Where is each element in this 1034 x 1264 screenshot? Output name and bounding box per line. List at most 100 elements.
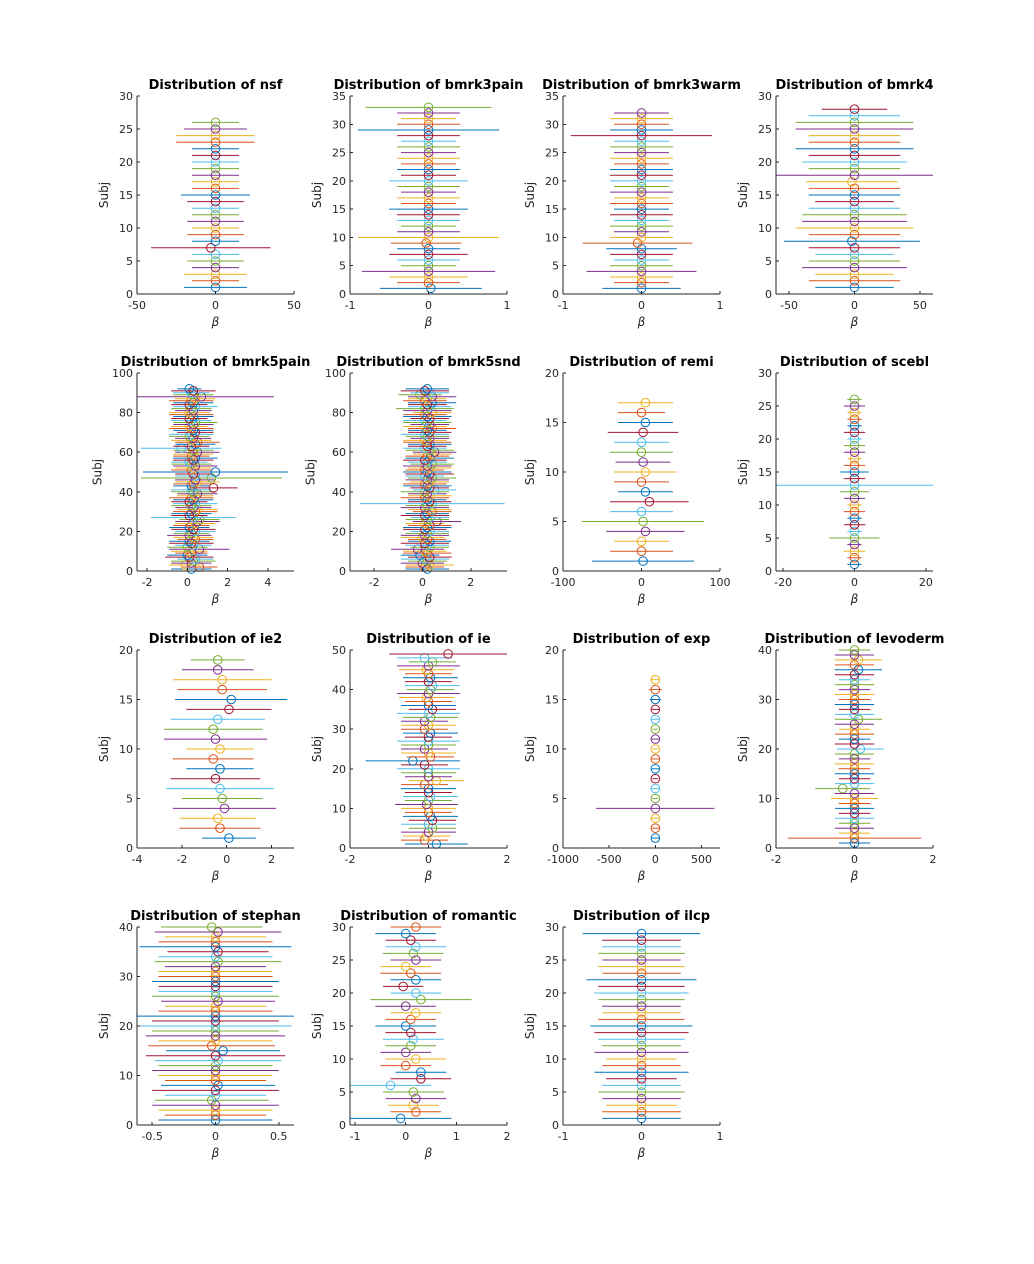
data-point	[210, 137, 221, 147]
data-point	[636, 981, 647, 992]
data-point	[849, 500, 860, 510]
data-point	[210, 269, 221, 280]
data-point	[426, 283, 436, 294]
data-point	[210, 236, 221, 246]
data-point	[423, 130, 434, 141]
y-tick-label: 10	[119, 743, 133, 756]
data-point	[210, 1090, 221, 1101]
y-tick-label: 30	[332, 118, 346, 131]
data-point	[640, 487, 651, 497]
y-tick-label: 20	[119, 1020, 133, 1033]
x-axis-label: β	[850, 869, 859, 883]
x-tick-label: -50	[780, 299, 798, 312]
x-axis-label: β	[424, 592, 433, 606]
data-point	[411, 1054, 421, 1064]
data-point	[636, 125, 647, 135]
x-tick-label: 2	[224, 576, 231, 589]
data-point	[636, 1093, 647, 1104]
y-tick-label: 10	[545, 1053, 559, 1066]
data-point	[212, 665, 223, 675]
data-point	[636, 1008, 647, 1018]
data-point	[636, 1054, 647, 1064]
data-point	[423, 198, 434, 209]
y-tick-label: 0	[552, 565, 559, 578]
y-tick-label: 30	[758, 90, 772, 103]
data-point	[210, 932, 221, 942]
data-point	[210, 1016, 221, 1026]
data-point	[184, 384, 195, 394]
data-point	[650, 744, 661, 754]
data-point	[210, 1075, 221, 1086]
data-point	[636, 1087, 647, 1097]
data-point	[849, 203, 860, 213]
x-tick-label: 0	[851, 299, 858, 312]
data-point	[849, 249, 860, 260]
data-point	[210, 256, 221, 266]
data-point	[210, 991, 221, 1002]
data-point	[849, 764, 860, 774]
data-point	[849, 447, 860, 458]
data-point	[416, 1074, 426, 1084]
data-point	[411, 1093, 421, 1104]
subplot-title: Distribution of scebl	[780, 355, 929, 370]
data-point	[636, 204, 647, 214]
x-tick-label: -1000	[547, 853, 579, 866]
x-axis-label: β	[424, 869, 433, 883]
y-tick-label: 10	[332, 1053, 346, 1066]
x-axis-label: β	[637, 592, 646, 606]
data-point	[210, 1060, 221, 1071]
subplot-title: Distribution of bmrk3warm	[542, 78, 741, 93]
data-point	[411, 988, 421, 998]
x-tick-label: 0	[638, 576, 645, 589]
data-point	[636, 210, 647, 220]
data-point	[210, 124, 221, 134]
data-point	[215, 823, 225, 834]
data-point	[400, 961, 411, 972]
x-tick-label: 4	[264, 576, 271, 589]
data-point	[423, 243, 434, 254]
data-point	[636, 272, 647, 282]
data-point	[210, 170, 221, 180]
x-tick-label: -2	[142, 576, 153, 589]
data-point	[210, 971, 221, 982]
data-point	[210, 1001, 221, 1012]
x-tick-label: -0.5	[141, 1130, 162, 1143]
data-point	[210, 1070, 221, 1081]
data-point	[849, 157, 860, 167]
data-point	[636, 506, 647, 517]
data-point	[411, 922, 421, 932]
y-tick-label: 10	[119, 222, 133, 235]
y-axis-label: Subj	[97, 736, 111, 762]
y-tick-label: 30	[545, 118, 559, 131]
data-point	[638, 516, 648, 527]
data-point	[849, 493, 860, 504]
x-axis-label: β	[637, 315, 646, 329]
data-point	[210, 130, 221, 141]
x-tick-label: -500	[597, 853, 622, 866]
data-point	[650, 813, 661, 824]
y-tick-label: 5	[126, 255, 133, 268]
data-point	[210, 981, 221, 992]
data-point	[636, 221, 647, 231]
data-point	[638, 457, 648, 467]
data-point	[849, 828, 860, 838]
data-point	[849, 407, 860, 418]
y-tick-label: 0	[765, 842, 772, 855]
data-point	[650, 694, 661, 705]
data-point	[408, 1034, 419, 1044]
data-point	[849, 243, 860, 253]
data-point	[849, 111, 860, 121]
data-point	[650, 803, 661, 814]
y-tick-label: 100	[325, 367, 346, 380]
data-point	[405, 1014, 416, 1025]
data-point	[849, 434, 860, 444]
data-point	[405, 1027, 416, 1038]
y-tick-label: 30	[545, 921, 559, 934]
data-point	[210, 467, 221, 477]
y-tick-label: 40	[119, 486, 133, 499]
data-point	[636, 942, 647, 952]
data-point	[849, 454, 860, 464]
